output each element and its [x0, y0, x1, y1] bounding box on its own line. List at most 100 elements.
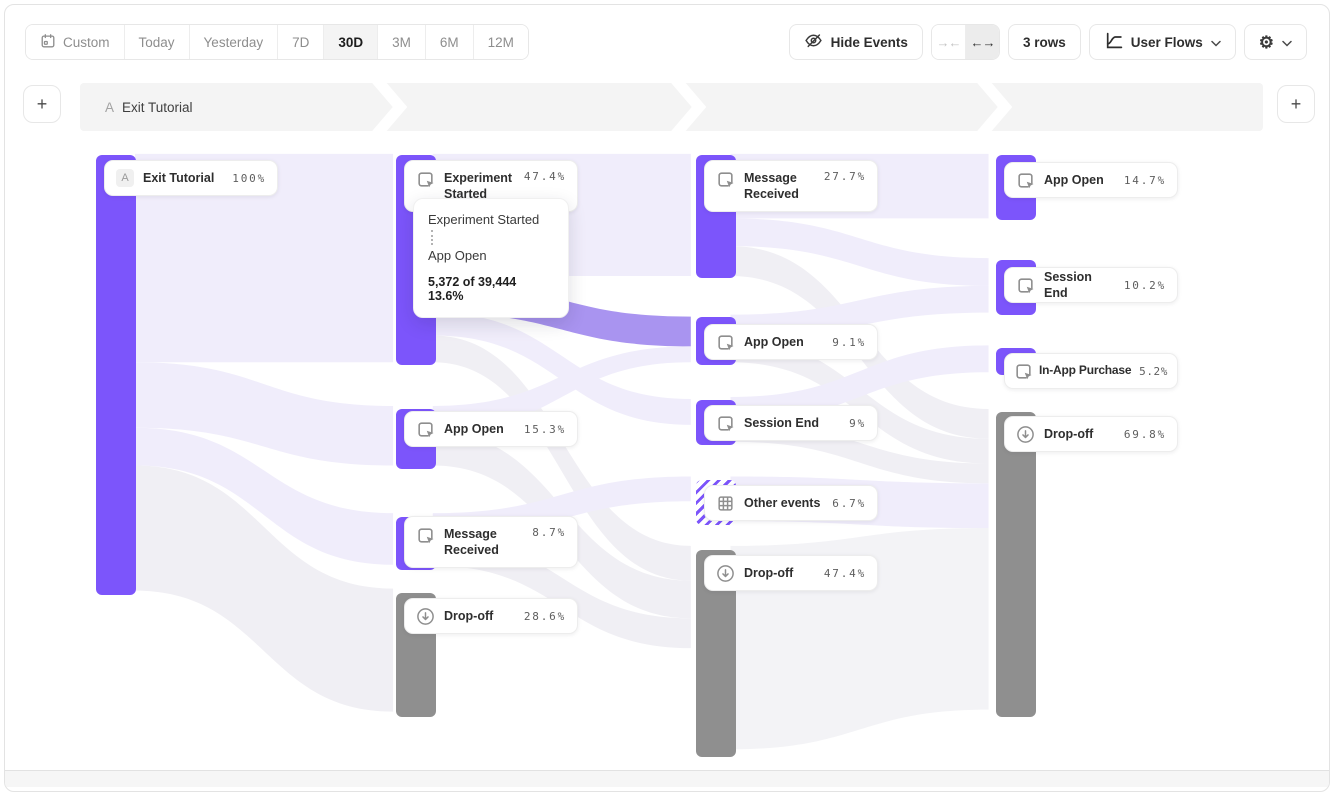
step-separators	[372, 83, 1013, 131]
flow-card-app-open-2[interactable]: App Open 15.3%	[404, 411, 578, 447]
user-flows-chart-icon	[1104, 31, 1123, 53]
event-icon	[716, 333, 735, 352]
flow-node-label: Message Received	[744, 171, 799, 202]
tooltip-stat: 5,372 of 39,444 13.6%	[428, 275, 517, 303]
sankey-link[interactable]	[135, 153, 394, 363]
flow-bar-exit-tutorial[interactable]	[96, 155, 136, 595]
flow-card-app-open-4[interactable]: App Open 14.7%	[1004, 162, 1178, 198]
sankey-links	[135, 153, 989, 750]
flow-node-percent: 47.4%	[823, 566, 866, 580]
flow-card-in-app-purchase-4[interactable]: In-App Purchase 5.2%	[1004, 353, 1178, 389]
event-letter-badge: A	[116, 169, 134, 187]
flow-node-percent: 10.2%	[1123, 278, 1166, 292]
flow-card-other-events-3[interactable]: Other events 6.7%	[704, 485, 878, 521]
flow-node-label: App Open	[1044, 172, 1104, 187]
chevron-down-icon	[1282, 35, 1292, 50]
flow-node-percent: 69.8%	[1123, 427, 1166, 441]
plus-icon: +	[36, 93, 48, 114]
step-letter: A	[105, 99, 115, 115]
event-icon	[1016, 276, 1035, 295]
flow-node-percent: 47.4%	[523, 170, 566, 183]
sankey-link[interactable]	[135, 465, 394, 712]
date-range-12m[interactable]: 12M	[473, 25, 528, 59]
flow-card-session-end-3[interactable]: Session End 9%	[704, 405, 878, 441]
sankey-link[interactable]	[730, 218, 989, 286]
flow-node-label: App Open	[444, 421, 504, 436]
sankey-link[interactable]	[730, 345, 989, 422]
event-icon	[716, 170, 735, 189]
event-icon	[416, 420, 435, 439]
collapse-columns-button[interactable]: →←	[931, 25, 966, 59]
flow-node-label: Session End	[1044, 269, 1092, 300]
gear-icon: ⚙	[1258, 32, 1274, 52]
eye-off-icon	[804, 31, 823, 53]
date-range-selector: Custom Today Yesterday 7D 30D 3M 6M 12M	[25, 24, 529, 60]
flow-card-drop-off-4[interactable]: Drop-off 69.8%	[1004, 416, 1178, 452]
date-range-label: Custom	[63, 34, 110, 50]
date-range-yesterday[interactable]: Yesterday	[189, 25, 279, 59]
event-icon	[416, 170, 435, 189]
flow-node-percent: 9.1%	[832, 335, 866, 349]
date-range-3m[interactable]: 3M	[378, 25, 426, 59]
grid-icon	[716, 494, 735, 513]
event-icon	[1016, 171, 1035, 190]
flow-node-percent: 15.3%	[523, 422, 566, 436]
flow-node-label: Experiment Started	[444, 171, 513, 202]
sankey-link[interactable]	[135, 362, 394, 466]
event-icon	[1014, 362, 1033, 381]
flow-node-label: Drop-off	[444, 608, 494, 623]
tooltip-target-event: App Open	[428, 248, 487, 263]
flow-node-label: Message Received	[444, 527, 499, 558]
expand-columns-button[interactable]: ←→	[965, 25, 999, 59]
date-range-today[interactable]: Today	[124, 25, 190, 59]
sankey-link[interactable]	[135, 427, 394, 565]
sankey-link[interactable]	[730, 338, 989, 464]
flow-node-percent: 100%	[232, 171, 266, 185]
date-range-7d[interactable]: 7D	[278, 25, 325, 59]
flow-card-message-received-3[interactable]: Message Received 27.7%	[704, 160, 878, 212]
flow-node-label: In-App Purchase	[1039, 363, 1132, 378]
flow-node-percent: 6.7%	[832, 496, 866, 510]
flow-node-percent: 9%	[849, 416, 866, 430]
flow-card-app-open-3[interactable]: App Open 9.1%	[704, 324, 878, 360]
flow-node-label: App Open	[744, 334, 804, 349]
arrows-expand-icon: ←→	[970, 34, 995, 50]
toolbar: Custom Today Yesterday 7D 30D 3M 6M 12M …	[25, 24, 1307, 60]
date-range-30d[interactable]: 30D	[324, 25, 379, 59]
flow-node-percent: 5.2%	[1139, 364, 1168, 378]
calendar-icon	[40, 33, 56, 52]
flow-card-session-end-4[interactable]: Session End 10.2%	[1004, 267, 1178, 303]
step-label: A Exit Tutorial	[105, 83, 193, 131]
step-name: Exit Tutorial	[122, 99, 193, 115]
sankey-link[interactable]	[432, 346, 691, 432]
footer-scroll-strip[interactable]	[5, 770, 1329, 787]
rows-button[interactable]: 3 rows	[1007, 24, 1081, 60]
flow-card-drop-off-2[interactable]: Drop-off 28.6%	[404, 598, 578, 634]
event-icon	[416, 526, 435, 545]
flow-node-label: Drop-off	[1044, 426, 1094, 441]
drop-off-icon	[416, 607, 435, 626]
view-selector[interactable]: User Flows	[1088, 24, 1236, 60]
date-range-custom[interactable]: Custom	[26, 25, 125, 59]
sankey-link[interactable]	[432, 335, 691, 581]
tooltip-connector	[431, 230, 433, 245]
step-header-bar[interactable]: A Exit Tutorial	[80, 83, 1263, 131]
drop-off-icon	[716, 564, 735, 583]
date-range-6m[interactable]: 6M	[425, 25, 474, 59]
flow-node-percent: 8.7%	[532, 526, 566, 539]
flow-card-exit-tutorial[interactable]: A Exit Tutorial 100%	[104, 160, 278, 196]
flow-node-label: Other events	[744, 495, 821, 510]
width-toggle: →← ←→	[930, 24, 1000, 60]
chart-window: Custom Today Yesterday 7D 30D 3M 6M 12M …	[4, 4, 1330, 792]
flow-card-message-received-2[interactable]: Message Received 8.7%	[404, 516, 578, 568]
drop-off-icon	[1016, 425, 1035, 444]
settings-dropdown[interactable]: ⚙	[1243, 24, 1307, 60]
flow-card-drop-off-3[interactable]: Drop-off 47.4%	[704, 555, 878, 591]
add-step-left-button[interactable]: +	[23, 85, 61, 123]
hide-events-button[interactable]: Hide Events	[788, 24, 923, 60]
flow-bar-drop-off-4[interactable]	[996, 412, 1036, 717]
sankey-link[interactable]	[432, 312, 691, 425]
add-step-right-button[interactable]: +	[1277, 85, 1315, 123]
flow-node-percent: 14.7%	[1123, 173, 1166, 187]
